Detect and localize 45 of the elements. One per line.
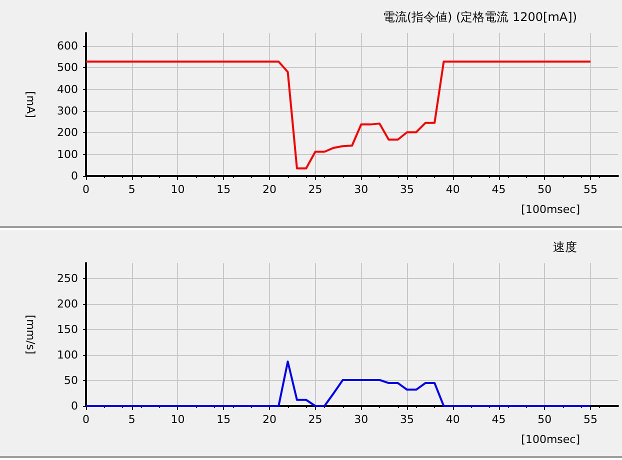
x-axis-title: [100msec] xyxy=(521,203,580,216)
x-tick-label: 45 xyxy=(492,413,506,426)
x-tick-label: 15 xyxy=(216,183,231,196)
x-tick-label: 10 xyxy=(170,413,185,426)
y-tick-label: 500 xyxy=(57,61,78,74)
y-tick-label: 200 xyxy=(57,297,78,310)
x-tick-label: 35 xyxy=(400,183,414,196)
x-tick-label: 20 xyxy=(262,413,276,426)
x-tick-label: 0 xyxy=(82,413,90,426)
y-tick-label: 50 xyxy=(64,374,78,387)
y-tick-label: 400 xyxy=(57,82,78,96)
y-axis-title: [mm/s] xyxy=(24,314,37,354)
x-tick-label: 30 xyxy=(354,183,368,196)
x-tick-label: 5 xyxy=(128,183,136,196)
y-tick-label: 150 xyxy=(57,322,78,336)
chart-title: 電流(指令値) (定格電流 1200[mA]) xyxy=(382,10,577,24)
x-axis-title: [100msec] xyxy=(521,433,580,446)
y-tick-label: 0 xyxy=(71,170,78,182)
x-tick-label: 20 xyxy=(262,183,276,196)
x-tick-label: 5 xyxy=(128,413,136,426)
y-tick-label: 100 xyxy=(57,148,78,161)
x-tick-label: 0 xyxy=(82,183,90,196)
x-tick-label: 10 xyxy=(170,183,185,196)
x-tick-label: 50 xyxy=(538,413,552,426)
x-tick-label: 40 xyxy=(446,413,460,426)
y-tick-label: 600 xyxy=(57,40,78,52)
line-series xyxy=(85,360,592,407)
x-tick-label: 55 xyxy=(583,183,598,196)
x-tick-label: 15 xyxy=(216,413,231,426)
line-series xyxy=(85,60,592,170)
y-tick-label: 100 xyxy=(57,348,78,362)
y-tick-label: 0 xyxy=(71,400,78,412)
x-tick-label: 50 xyxy=(538,183,552,196)
x-tick-label: 25 xyxy=(308,183,322,196)
chart-title: 速度 xyxy=(553,240,577,254)
x-tick-label: 35 xyxy=(400,413,414,426)
y-tick-label: 250 xyxy=(57,272,78,285)
x-tick-label: 25 xyxy=(308,413,322,426)
x-tick-label: 55 xyxy=(583,413,598,426)
x-tick-label: 45 xyxy=(492,183,506,196)
y-tick-label: 300 xyxy=(57,104,78,118)
y-axis-title: [mA] xyxy=(24,91,37,118)
x-tick-label: 40 xyxy=(446,183,460,196)
y-tick-label: 200 xyxy=(57,126,78,140)
x-tick-label: 30 xyxy=(354,413,368,426)
